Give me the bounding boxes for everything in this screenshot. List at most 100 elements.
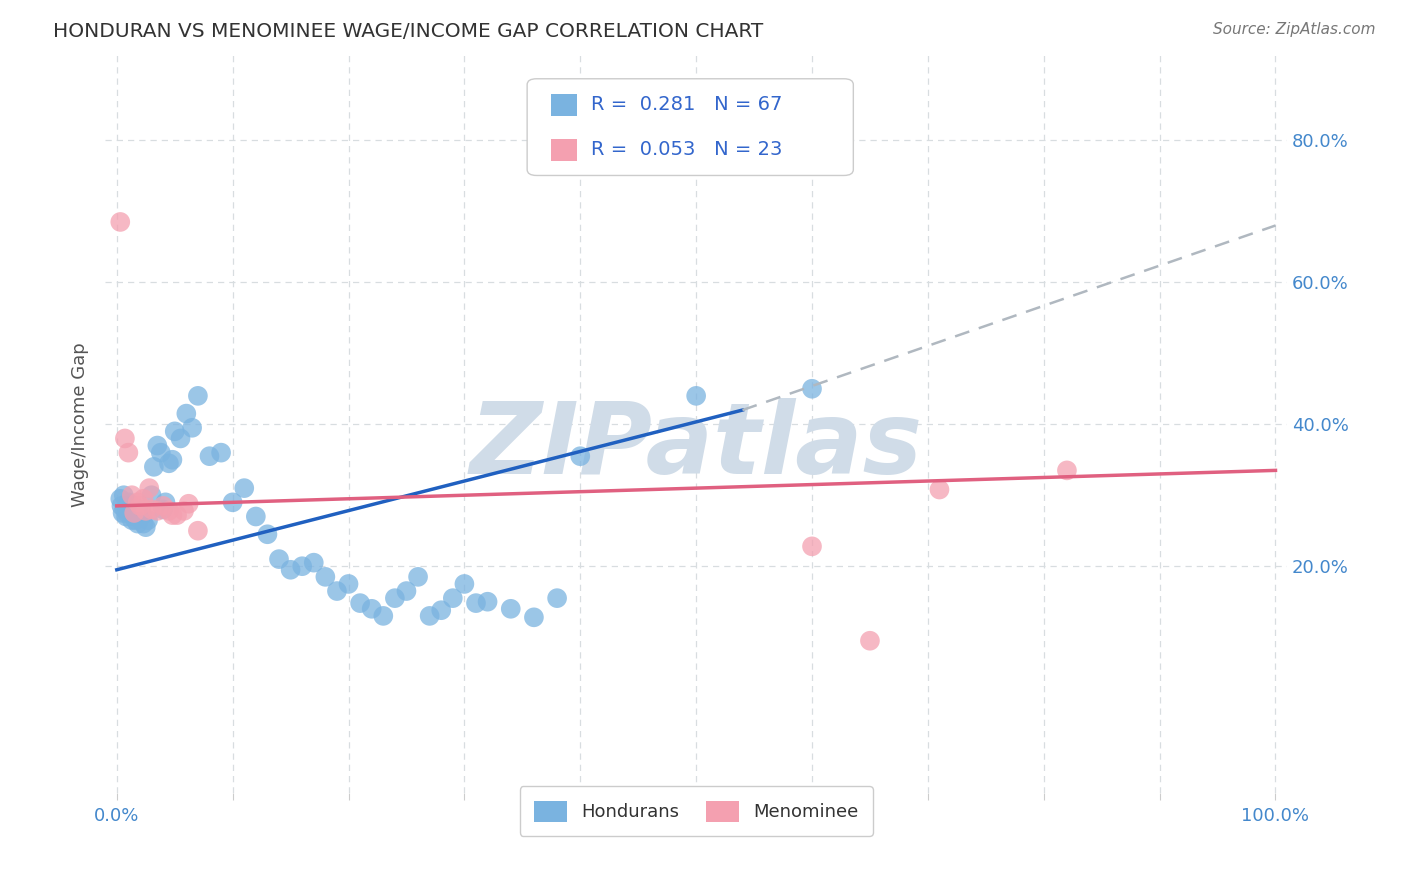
Point xyxy=(395,584,418,599)
Point xyxy=(419,608,441,623)
Point xyxy=(115,506,138,520)
Text: HONDURAN VS MENOMINEE WAGE/INCOME GAP CORRELATION CHART: HONDURAN VS MENOMINEE WAGE/INCOME GAP CO… xyxy=(53,22,763,41)
Point xyxy=(523,610,546,624)
Point xyxy=(141,488,163,502)
Point xyxy=(124,513,146,527)
Point xyxy=(406,570,429,584)
Point xyxy=(141,502,163,516)
Point xyxy=(132,516,155,531)
Point xyxy=(132,491,155,506)
Text: ZIPatlas: ZIPatlas xyxy=(470,398,922,495)
Point xyxy=(859,633,882,648)
Point xyxy=(177,497,200,511)
Point xyxy=(129,506,152,520)
Point xyxy=(129,499,152,513)
Point xyxy=(110,491,132,506)
Point xyxy=(373,608,395,623)
Point xyxy=(441,591,464,606)
Text: R =  0.053   N = 23: R = 0.053 N = 23 xyxy=(591,140,782,159)
Point xyxy=(146,504,169,518)
Point xyxy=(430,603,453,617)
Point xyxy=(162,508,184,522)
Point xyxy=(187,389,209,403)
Point xyxy=(166,508,188,522)
Point xyxy=(326,584,349,599)
Point xyxy=(233,481,256,495)
Point xyxy=(302,556,325,570)
Point xyxy=(465,596,488,610)
Point xyxy=(128,511,150,525)
Point xyxy=(267,552,290,566)
Point xyxy=(499,602,522,616)
Point xyxy=(131,508,153,522)
Point xyxy=(157,456,180,470)
Point xyxy=(163,425,186,439)
Point xyxy=(122,502,145,516)
Point xyxy=(118,499,141,513)
Point xyxy=(110,215,132,229)
Point xyxy=(115,509,138,524)
Point xyxy=(149,445,172,459)
Point xyxy=(173,504,195,518)
Point xyxy=(162,452,184,467)
Point xyxy=(384,591,406,606)
Point xyxy=(1056,463,1078,477)
Point xyxy=(569,449,592,463)
Text: Source: ZipAtlas.com: Source: ZipAtlas.com xyxy=(1212,22,1375,37)
Point xyxy=(801,539,824,553)
Point xyxy=(280,563,302,577)
Point xyxy=(477,595,499,609)
Point xyxy=(138,481,160,495)
Point xyxy=(801,382,824,396)
Point xyxy=(142,459,165,474)
Point xyxy=(155,495,177,509)
Point xyxy=(187,524,209,538)
Point xyxy=(157,504,180,518)
Point xyxy=(360,602,382,616)
Point xyxy=(453,577,475,591)
Point xyxy=(152,502,174,516)
Point xyxy=(291,559,314,574)
Point xyxy=(176,407,198,421)
Point xyxy=(120,506,142,520)
Point xyxy=(685,389,707,403)
FancyBboxPatch shape xyxy=(527,78,853,176)
Point xyxy=(114,432,136,446)
Point xyxy=(928,483,950,497)
Point xyxy=(256,527,278,541)
Point xyxy=(349,596,371,610)
Point xyxy=(337,577,360,591)
Point xyxy=(125,504,148,518)
Point xyxy=(245,509,267,524)
Point xyxy=(136,513,159,527)
Point xyxy=(114,502,136,516)
Point xyxy=(112,488,135,502)
Point xyxy=(546,591,568,606)
Legend: Hondurans, Menominee: Hondurans, Menominee xyxy=(520,786,873,836)
Point xyxy=(117,445,139,459)
Point xyxy=(121,513,143,527)
Y-axis label: Wage/Income Gap: Wage/Income Gap xyxy=(72,342,89,507)
Point xyxy=(110,499,132,513)
Point xyxy=(127,516,149,531)
Bar xyxy=(551,94,576,116)
Point xyxy=(127,495,149,509)
Point xyxy=(198,449,221,463)
Point xyxy=(117,495,139,509)
Point xyxy=(135,520,157,534)
Bar xyxy=(551,138,576,161)
Point xyxy=(181,421,204,435)
Point xyxy=(121,488,143,502)
Point xyxy=(129,502,152,516)
Point xyxy=(146,438,169,452)
Point xyxy=(221,495,243,509)
Point xyxy=(122,506,145,520)
Point xyxy=(122,509,145,524)
Text: R =  0.281   N = 67: R = 0.281 N = 67 xyxy=(591,95,782,114)
Point xyxy=(209,445,232,459)
Point xyxy=(135,504,157,518)
Point xyxy=(152,499,174,513)
Point xyxy=(314,570,336,584)
Point xyxy=(111,506,134,520)
Point xyxy=(169,432,191,446)
